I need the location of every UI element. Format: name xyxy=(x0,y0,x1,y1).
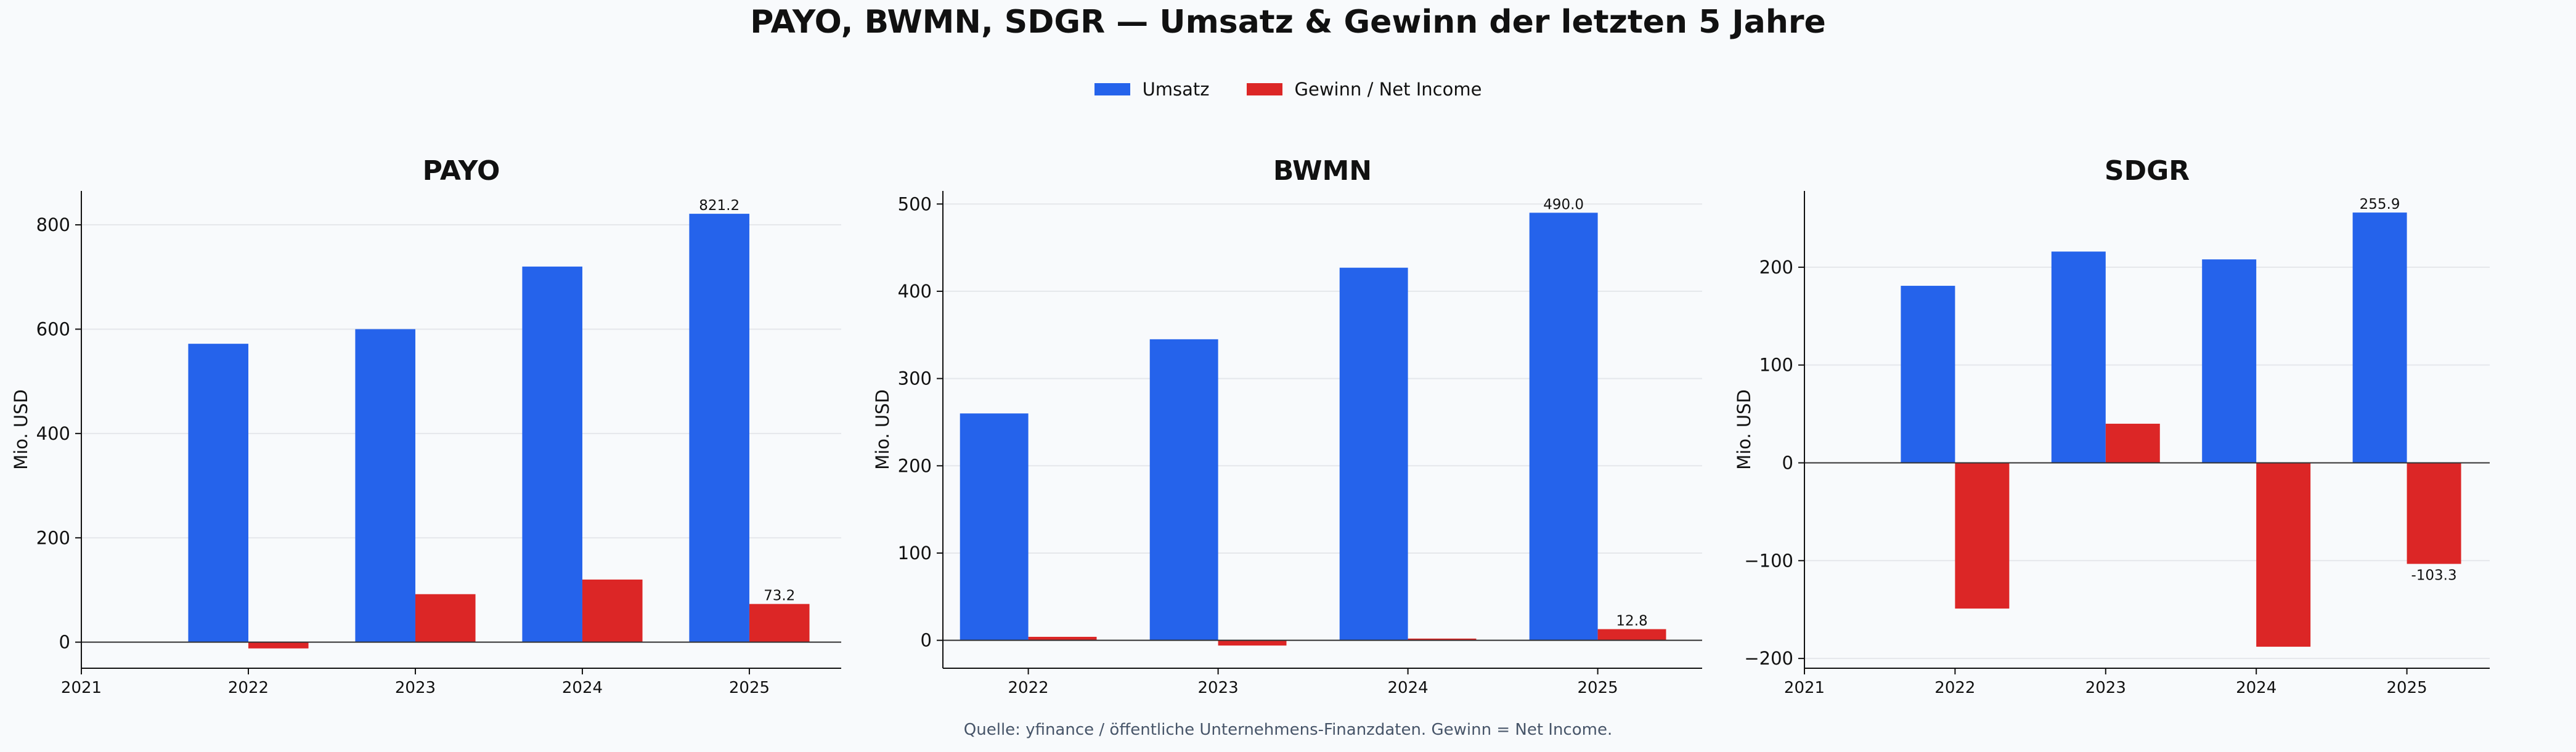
source-footnote: Quelle: yfinance / öffentliche Unternehm… xyxy=(963,721,1613,739)
y-axis-label: Mio. USD xyxy=(872,389,893,470)
legend-item-gewinn: Gewinn / Net Income xyxy=(1246,79,1482,100)
y-tick-label: 200 xyxy=(1759,257,1793,278)
y-tick-label: 400 xyxy=(898,281,932,302)
data-label: 490.0 xyxy=(1543,196,1584,212)
y-tick-label: 0 xyxy=(921,630,932,651)
payo-bar-gewinn-2023 xyxy=(415,594,476,642)
y-tick-label: 100 xyxy=(898,543,932,564)
y-tick-label: 800 xyxy=(36,214,70,235)
y-axis-label: Mio. USD xyxy=(1734,389,1755,470)
x-tick-label: 2021 xyxy=(1784,679,1825,697)
sdgr-bar-gewinn-2024 xyxy=(2256,463,2311,647)
y-axis-label: Mio. USD xyxy=(10,389,31,470)
x-tick-label: 2022 xyxy=(1008,679,1049,697)
sdgr-bar-umsatz-2024 xyxy=(2202,259,2257,463)
x-tick-label: 2024 xyxy=(1388,679,1429,697)
bwmn-bar-umsatz-2023 xyxy=(1149,339,1218,641)
payo-subplot-title: PAYO xyxy=(423,155,500,187)
bwmn-bar-gewinn-2025 xyxy=(1597,629,1666,641)
sdgr-bar-umsatz-2023 xyxy=(2051,251,2106,463)
x-tick-label: 2023 xyxy=(1198,679,1239,697)
y-tick-label: 0 xyxy=(59,632,70,653)
data-label: 821.2 xyxy=(699,198,740,214)
data-label: 255.9 xyxy=(2360,196,2400,212)
y-tick-label: 500 xyxy=(898,193,932,214)
y-tick-label: −200 xyxy=(1744,648,1793,669)
y-tick-label: −100 xyxy=(1744,550,1793,571)
sdgr-subplot-title: SDGR xyxy=(2105,155,2190,187)
payo-bar-gewinn-2022 xyxy=(248,642,309,649)
bwmn-bar-gewinn-2022 xyxy=(1028,636,1097,641)
bwmn-bar-umsatz-2024 xyxy=(1339,267,1408,641)
bwmn-bar-gewinn-2023 xyxy=(1218,640,1287,646)
x-tick-label: 2022 xyxy=(1934,679,1975,697)
x-tick-label: 2024 xyxy=(2236,679,2276,697)
page-title: PAYO, BWMN, SDGR — Umsatz & Gewinn der l… xyxy=(750,4,1826,41)
legend-item-umsatz: Umsatz xyxy=(1094,79,1210,100)
data-label: 73.2 xyxy=(764,588,795,604)
y-tick-label: 600 xyxy=(36,318,70,339)
x-tick-label: 2023 xyxy=(2085,679,2126,697)
legend-label-gewinn: Gewinn / Net Income xyxy=(1294,79,1482,100)
sdgr-bar-gewinn-2023 xyxy=(2105,423,2160,463)
data-label: -103.3 xyxy=(2411,568,2456,584)
legend-label-umsatz: Umsatz xyxy=(1142,79,1210,100)
y-tick-label: 100 xyxy=(1759,355,1793,376)
x-tick-label: 2024 xyxy=(562,679,603,697)
y-tick-label: 300 xyxy=(898,368,932,389)
bwmn-bar-umsatz-2022 xyxy=(960,413,1029,641)
payo-bar-gewinn-2025 xyxy=(749,604,810,642)
x-tick-label: 2023 xyxy=(395,679,436,697)
y-tick-label: 200 xyxy=(36,527,70,548)
x-tick-label: 2025 xyxy=(2386,679,2427,697)
bwmn-subplot-title: BWMN xyxy=(1273,155,1372,187)
payo-bar-umsatz-2023 xyxy=(355,329,415,642)
legend: Umsatz Gewinn / Net Income xyxy=(0,79,2576,100)
bwmn-bar-umsatz-2025 xyxy=(1529,212,1598,641)
sdgr-bar-gewinn-2022 xyxy=(1955,463,2010,609)
legend-swatch-umsatz xyxy=(1094,83,1130,95)
payo-bar-umsatz-2022 xyxy=(188,344,248,642)
y-tick-label: 200 xyxy=(898,455,932,476)
x-tick-label: 2022 xyxy=(228,679,269,697)
data-label: 12.8 xyxy=(1616,613,1647,629)
payo-bar-umsatz-2025 xyxy=(689,214,749,642)
y-tick-label: 400 xyxy=(36,423,70,444)
payo-bar-umsatz-2024 xyxy=(522,266,582,642)
legend-swatch-gewinn xyxy=(1246,83,1282,95)
payo-bar-gewinn-2024 xyxy=(582,580,643,642)
y-tick-label: 0 xyxy=(1782,452,1793,473)
sdgr-bar-umsatz-2022 xyxy=(1901,286,1955,463)
sdgr-bar-umsatz-2025 xyxy=(2352,212,2407,463)
x-tick-label: 2021 xyxy=(61,679,102,697)
x-tick-label: 2025 xyxy=(1578,679,1618,697)
sdgr-bar-gewinn-2025 xyxy=(2407,463,2461,564)
bwmn-bar-gewinn-2024 xyxy=(1408,638,1477,641)
x-tick-label: 2025 xyxy=(729,679,770,697)
